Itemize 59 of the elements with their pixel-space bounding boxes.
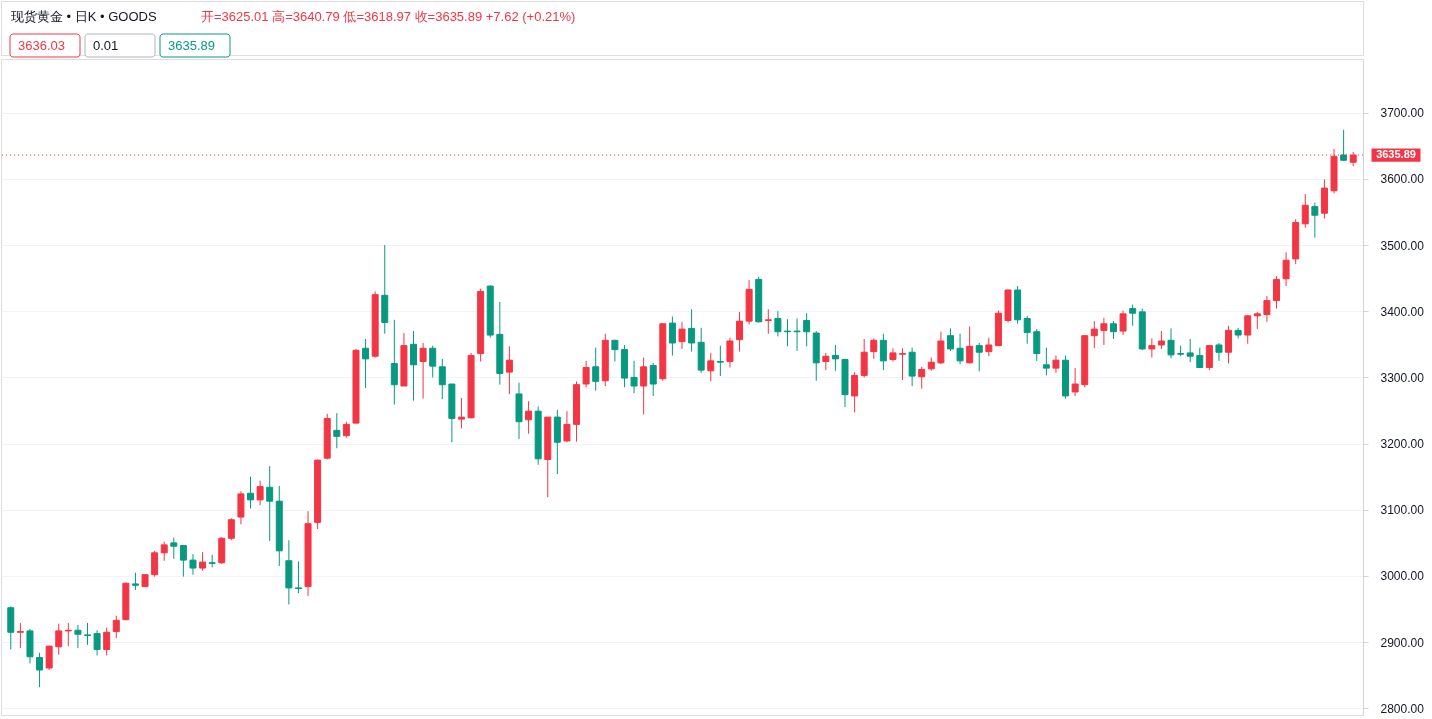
y-tick-label: 3700.00 bbox=[1380, 106, 1425, 121]
candlestick bbox=[189, 553, 197, 576]
candlestick bbox=[1234, 327, 1242, 339]
candlestick bbox=[208, 554, 216, 568]
candlestick bbox=[831, 344, 839, 372]
candlestick bbox=[889, 347, 897, 363]
text: 0.01 bbox=[93, 38, 119, 53]
candlestick bbox=[199, 551, 207, 572]
y-tick-label: 3600.00 bbox=[1380, 172, 1425, 187]
candlestick bbox=[1186, 338, 1194, 363]
y-tick-label: 3000.00 bbox=[1380, 569, 1425, 584]
candlestick bbox=[1148, 337, 1156, 359]
candlestick bbox=[247, 476, 255, 509]
candlestick bbox=[170, 537, 178, 560]
candlestick bbox=[1119, 310, 1127, 336]
candlestick bbox=[899, 347, 907, 381]
candlestick bbox=[141, 574, 149, 588]
candlestick bbox=[64, 622, 72, 647]
candlestick bbox=[1100, 317, 1108, 346]
y-tick-label: 3200.00 bbox=[1380, 437, 1425, 452]
candlestick bbox=[783, 318, 791, 347]
candlestick bbox=[1129, 304, 1137, 327]
y-tick-label: 2800.00 bbox=[1380, 701, 1425, 716]
candlestick bbox=[294, 560, 302, 594]
candlestick bbox=[1071, 367, 1079, 397]
candlestick bbox=[668, 316, 676, 357]
candlestick bbox=[1157, 330, 1165, 350]
candlestick bbox=[1311, 202, 1319, 239]
candlestick bbox=[1253, 311, 1261, 330]
chart-title: 现货黄金 • 日K • GOODS bbox=[11, 9, 157, 24]
candlestick bbox=[362, 338, 370, 389]
candlestick bbox=[457, 397, 465, 429]
chart-subtitle: 开=3625.01 高=3640.79 低=3618.97 收=3635.89 +7.62 (+0.21%) bbox=[201, 9, 576, 24]
candlestick bbox=[1042, 347, 1050, 376]
candlestick bbox=[122, 582, 130, 621]
candlestick bbox=[1215, 342, 1223, 362]
candlestick bbox=[640, 357, 648, 415]
candlestick bbox=[256, 480, 264, 506]
candlestick bbox=[793, 317, 801, 352]
candlestick bbox=[131, 572, 139, 591]
text: 3636.03 bbox=[18, 38, 65, 53]
candlestick bbox=[975, 342, 983, 372]
candlestick bbox=[84, 622, 91, 646]
candlestick bbox=[985, 337, 993, 357]
y-tick-label: 3500.00 bbox=[1380, 238, 1425, 253]
y-tick-label: 3100.00 bbox=[1380, 503, 1425, 518]
y-tick-label: 3300.00 bbox=[1380, 370, 1425, 385]
candlestick bbox=[1090, 320, 1098, 349]
text: 3635.89 bbox=[168, 38, 215, 53]
candlestick bbox=[764, 308, 772, 335]
candlestick bbox=[1244, 314, 1252, 345]
candlestick bbox=[630, 360, 638, 394]
ref-line-label: 3635.89 bbox=[1376, 148, 1416, 161]
candlestick bbox=[946, 327, 954, 352]
y-tick-label: 3400.00 bbox=[1380, 304, 1425, 319]
candlestick bbox=[1177, 345, 1185, 357]
y-tick-label: 2900.00 bbox=[1380, 635, 1425, 650]
candlestick bbox=[716, 345, 724, 377]
candlestick bbox=[16, 622, 24, 649]
